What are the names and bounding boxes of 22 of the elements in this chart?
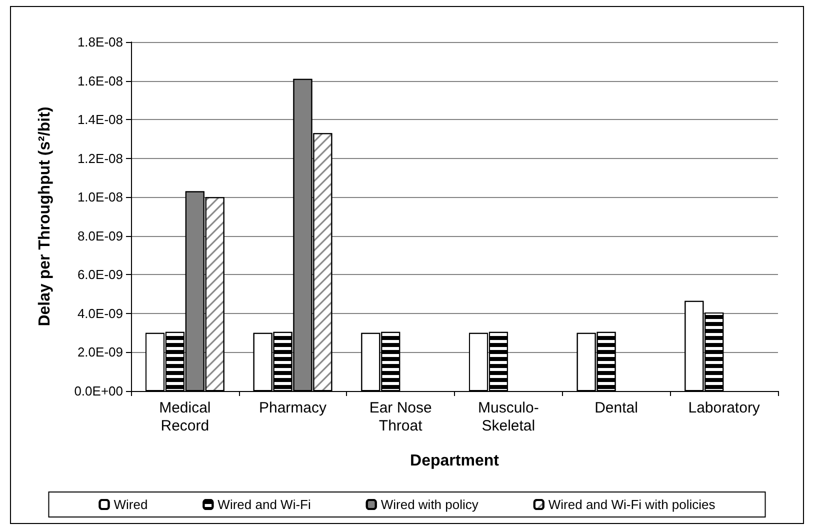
x-tick-label: Laboratory [688,400,760,416]
x-tick-label: Ear Nose Throat [369,400,432,434]
x-tick-label: Medical Record [159,400,211,434]
y-tick-label: 1.2E-08 [77,150,123,166]
x-axis-title: Department [410,452,500,470]
legend-label: Wired [114,497,148,512]
x-tick-label: Pharmacy [258,400,328,416]
legend-label: Wired and Wi-Fi [218,497,311,512]
y-tick-label: 1.6E-08 [77,73,123,88]
x-tick-label: Dental [594,400,638,416]
y-tick-label: 0.0E+00 [74,384,123,398]
y-tick-label: 4.0E-09 [77,306,123,321]
y-axis-title: Delay per Throughput (s²/bit) [36,106,54,326]
y-tick-label: 1.8E-08 [77,34,123,50]
legend-label: Wired with policy [380,497,479,512]
y-tick-label: 1.4E-08 [77,112,123,128]
y-tick-label: 6.0E-09 [77,267,123,282]
y-tick-label: 8.0E-09 [77,228,123,244]
y-tick-label: 2.0E-09 [77,344,123,360]
x-tick-label: Musculo-Skeletal [478,400,539,434]
legend-label: Wired and Wi-Fi with policies [548,497,716,512]
y-tick-label: 1.0E-08 [77,190,123,205]
